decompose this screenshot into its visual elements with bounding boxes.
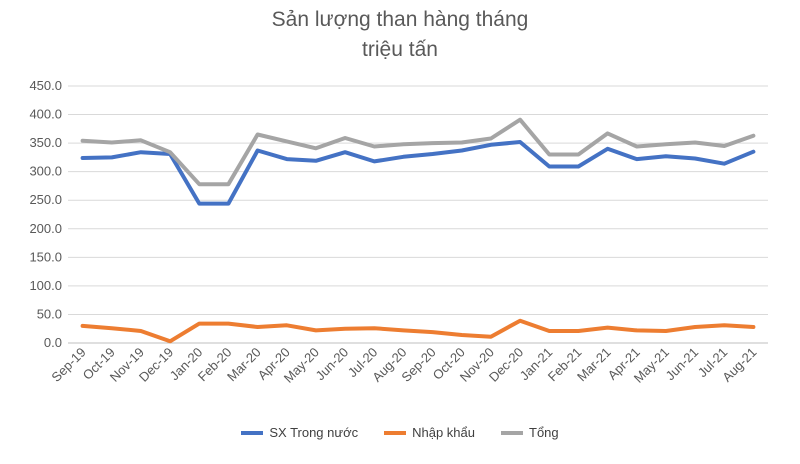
y-tick-label: 200.0 [29, 221, 62, 236]
x-tick-label: Jun-20 [312, 345, 351, 384]
y-tick-label: 250.0 [29, 192, 62, 207]
legend-label: Nhập khẩu [412, 425, 475, 440]
legend-label: SX Trong nước [269, 425, 359, 440]
x-tick-label: Mar-21 [574, 345, 614, 385]
y-tick-label: 50.0 [37, 306, 62, 321]
chart-title: Sản lượng than hàng tháng [271, 8, 529, 31]
x-tick-label: Jun-21 [662, 345, 701, 384]
legend-label: Tổng [529, 425, 559, 440]
series-line-3 [80, 117, 756, 187]
y-tick-label: 0.0 [44, 335, 62, 350]
y-tick-label: 150.0 [29, 249, 62, 264]
legend-swatch [241, 430, 264, 435]
legend-swatch [501, 430, 523, 435]
y-tick-label: 300.0 [29, 164, 62, 179]
legend-swatch [384, 430, 407, 435]
legend-item: SX Trong nước [241, 425, 358, 440]
legend: SX Trong nước Nhập khẩu Tổng [0, 425, 800, 440]
y-tick-label: 400.0 [29, 107, 62, 122]
series-line-2 [80, 318, 756, 344]
legend-item: Nhập khẩu [384, 425, 475, 440]
y-tick-label: 100.0 [29, 278, 62, 293]
legend-item: Tổng [501, 425, 559, 440]
y-tick-label: 350.0 [29, 135, 62, 150]
series-line-1 [80, 140, 756, 206]
x-tick-label: Mar-20 [224, 345, 264, 385]
x-tick-label: Sep-19 [48, 345, 88, 385]
y-tick-label: 450.0 [29, 78, 62, 93]
chart-subtitle: triệu tấn [362, 38, 438, 61]
